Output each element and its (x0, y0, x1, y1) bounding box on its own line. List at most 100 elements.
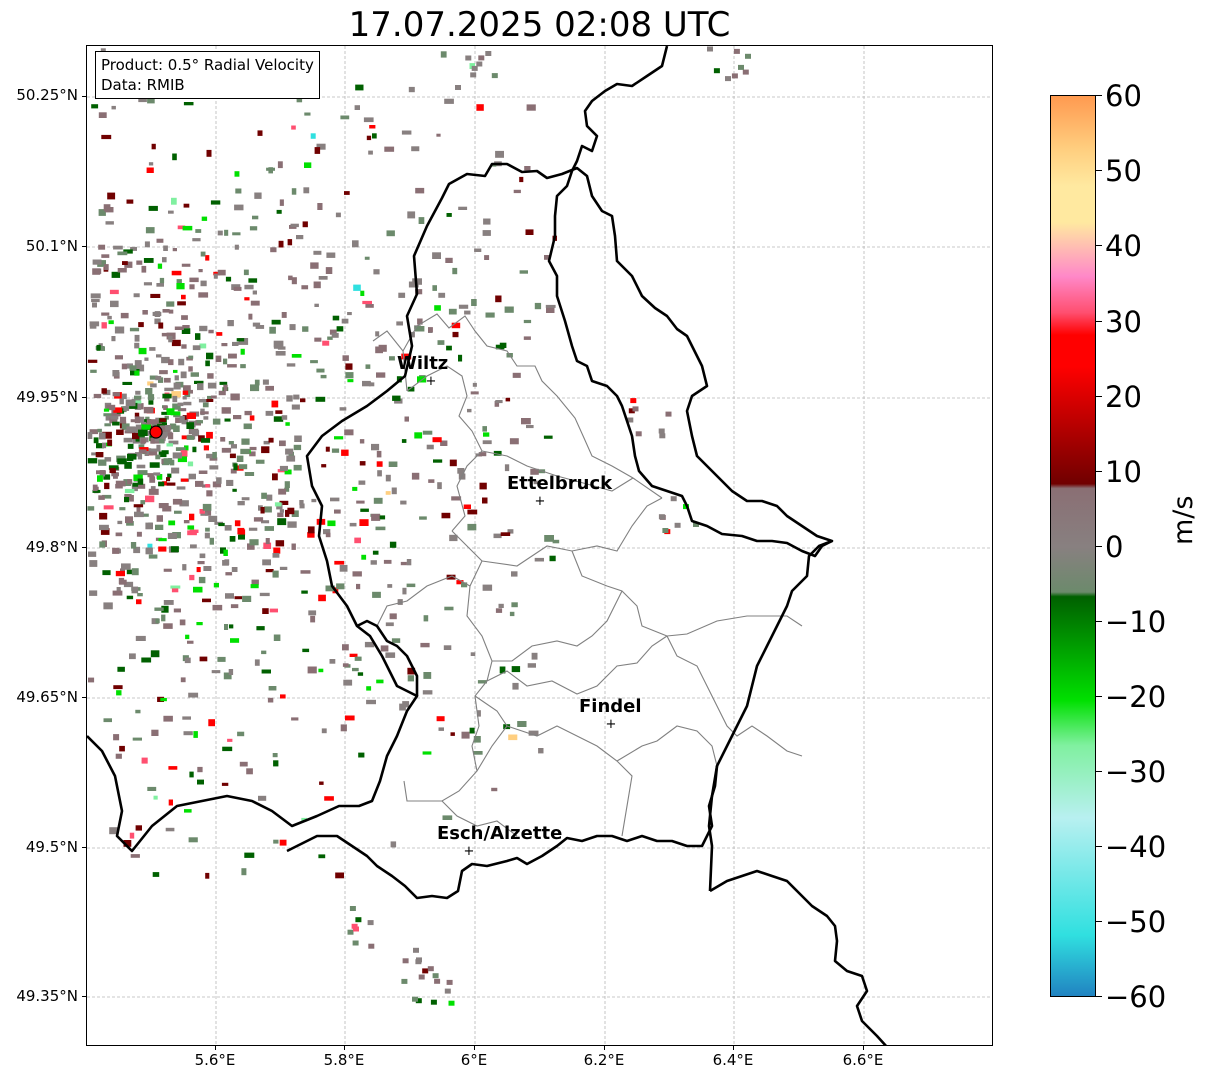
echo-cell (267, 697, 274, 703)
echo-cell (203, 416, 209, 420)
echo-cell (88, 677, 95, 683)
echo-cell (287, 507, 295, 515)
echo-cell (476, 710, 481, 717)
echo-cell (224, 559, 230, 565)
city-findel: Findel + (579, 696, 642, 732)
echo-cell (482, 497, 488, 504)
echo-cell (446, 574, 456, 580)
lat-tick-mark (82, 697, 86, 698)
echo-cell (329, 329, 337, 335)
echo-cell (209, 465, 219, 470)
radar-site (149, 425, 163, 439)
echo-cell (161, 450, 169, 455)
echo-cell (109, 827, 119, 835)
echo-cell (499, 666, 506, 674)
echo-cell (205, 255, 210, 261)
echo-cell (528, 730, 539, 736)
echo-cell (171, 467, 180, 474)
echo-cell (335, 872, 344, 879)
echo-cell (317, 203, 323, 210)
echo-cell (444, 988, 451, 994)
echo-cell (207, 382, 217, 389)
echo-cell (223, 358, 228, 365)
echo-cell (184, 445, 189, 451)
echo-cell (386, 230, 395, 237)
echo-cell (363, 117, 374, 123)
colorbar-tick-label: −20 (1105, 680, 1167, 714)
echo-cell (422, 968, 429, 974)
city-marker: + (606, 717, 617, 732)
echo-cell (149, 375, 158, 380)
echo-cell (380, 645, 389, 652)
city-label-esch-alzette: Esch/Alzette (437, 823, 562, 844)
echo-cell (293, 394, 300, 400)
echo-cell (635, 431, 642, 437)
echo-cell (232, 341, 239, 346)
echo-cell (228, 669, 234, 675)
echo-cell (165, 827, 175, 832)
echo-cell (234, 596, 243, 600)
echo-cell (674, 522, 681, 528)
echo-cell (290, 223, 299, 228)
echo-cell (199, 656, 208, 662)
echo-cell (126, 199, 134, 204)
echo-cell (414, 326, 425, 332)
echo-cell (117, 268, 127, 273)
echo-cell (101, 134, 112, 140)
echo-cell (249, 451, 256, 457)
echo-cell (122, 393, 127, 400)
echo-cell (733, 48, 740, 54)
echo-cell (220, 547, 226, 554)
echo-cell (153, 435, 159, 442)
echo-cell (217, 230, 223, 236)
echo-cell (265, 569, 274, 573)
echo-cell (279, 839, 287, 846)
echo-cell (145, 227, 155, 234)
echo-cell (181, 328, 191, 334)
echo-cell (420, 642, 430, 648)
echo-cell (437, 340, 445, 345)
echo-cell (93, 437, 99, 444)
radar-map[interactable]: Wiltz + Ettelbruck + Findel + Esch/Alzet… (86, 45, 993, 1046)
echo-cell (172, 395, 178, 403)
echo-cell (396, 321, 403, 326)
echo-cell (109, 417, 118, 424)
echo-cell (208, 515, 218, 522)
echo-cell (222, 746, 233, 752)
echo-cell (163, 600, 174, 605)
lat-tick-label: 49.35°N (16, 987, 78, 1005)
echo-cell (478, 452, 487, 457)
echo-cell (504, 464, 510, 472)
country-borders (87, 46, 887, 1045)
echo-cell (272, 570, 279, 578)
echo-cell (89, 429, 98, 435)
echo-cell (458, 206, 468, 210)
echo-cell (423, 672, 432, 679)
echo-cell (273, 839, 279, 844)
echo-cell (707, 46, 713, 52)
echo-cell (152, 311, 162, 316)
echo-cell (473, 736, 481, 743)
echo-cell (218, 522, 225, 527)
echo-cell (113, 472, 118, 479)
echo-cell (285, 509, 290, 517)
echo-cell (157, 422, 167, 428)
echo-cell (96, 344, 101, 351)
echo-cell (415, 289, 423, 295)
echo-cell (150, 650, 160, 658)
lat-tick-label: 49.8°N (25, 538, 78, 556)
echo-cell (662, 528, 669, 533)
colorbar-tick-label: 30 (1105, 305, 1142, 339)
echo-cell (172, 452, 182, 459)
echo-cell (341, 318, 349, 324)
echo-cell (394, 398, 403, 404)
echo-cell (104, 423, 111, 427)
echo-cell (495, 608, 503, 613)
colorbar-tick-label: −40 (1105, 830, 1167, 864)
echo-cell (291, 404, 300, 410)
echo-cell (474, 248, 482, 252)
echo-cell (277, 512, 284, 518)
echo-cell (534, 557, 544, 562)
echo-cell (500, 532, 511, 536)
echo-cell (187, 461, 194, 467)
